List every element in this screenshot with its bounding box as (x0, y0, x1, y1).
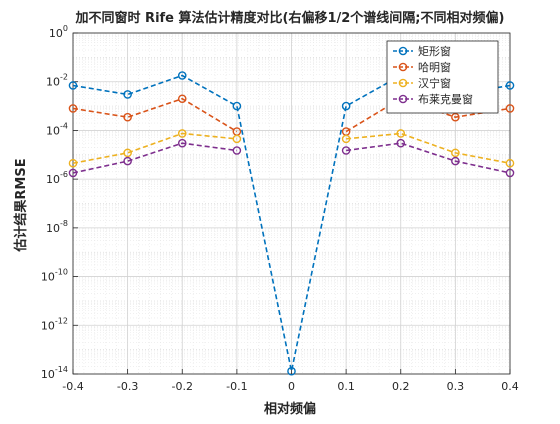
series-line (72, 142, 511, 174)
data-point (123, 112, 132, 122)
data-point (232, 101, 242, 111)
y-tick-label: 100 (49, 24, 68, 40)
x-tick-label: -0.2 (172, 380, 193, 393)
data-point (505, 104, 515, 113)
legend-swatch-marker (398, 62, 408, 72)
data-point (232, 146, 242, 155)
data-point (396, 138, 406, 148)
data-point (123, 90, 132, 99)
x-tick-label: -0.3 (117, 380, 138, 393)
x-tick-label: 0.3 (447, 380, 465, 393)
y-tick-label: 10-14 (41, 365, 68, 381)
y-tick-label: 10-2 (46, 73, 68, 89)
data-point (68, 104, 78, 113)
y-axis-label: 估计结果RMSE (13, 158, 29, 252)
legend-swatch-marker (398, 78, 408, 88)
y-tick-label: 10-10 (41, 268, 68, 284)
legend-swatch-marker (398, 46, 408, 56)
data-point (396, 129, 406, 138)
y-tick-label: 10-12 (41, 316, 68, 332)
x-tick-label: 0.4 (501, 380, 519, 393)
data-point (341, 146, 351, 155)
data-point (177, 129, 187, 138)
data-point (177, 94, 187, 104)
y-tick-label: 10-8 (46, 219, 68, 235)
data-point (451, 112, 460, 122)
data-point (505, 81, 515, 90)
data-point (341, 134, 351, 144)
data-point (177, 138, 187, 148)
data-point (451, 148, 460, 158)
data-point (505, 158, 515, 168)
data-point (123, 156, 132, 166)
y-tick-label: 10-4 (46, 121, 68, 137)
legend-label: 布莱克曼窗 (418, 92, 473, 106)
legend-swatch-marker (398, 94, 408, 104)
x-tick-label: 0.1 (337, 380, 355, 393)
data-point (505, 168, 515, 178)
x-tick-label: 0.2 (392, 380, 410, 393)
x-axis-label: 相对频偏 (264, 401, 316, 417)
data-point (451, 156, 460, 166)
x-tick-label: -0.1 (226, 380, 247, 393)
y-tick-label: 10-6 (46, 170, 68, 186)
axis-ticks: -0.4 -0.3 -0.2 -0.1 0 0.1 0.2 0.3 0.4 100 10-2 10-4… (41, 24, 519, 393)
legend-label: 矩形窗 (418, 44, 451, 58)
series-layer (68, 71, 515, 376)
chart-title: 加不同窗时 Rife 算法估计精度对比(右偏移1/2个谱线间隔;不同相对频偏) (75, 10, 505, 26)
legend-label: 哈明窗 (418, 60, 451, 74)
data-point (123, 148, 132, 158)
grid (72, 32, 511, 375)
data-point (341, 101, 351, 111)
series-line (72, 132, 511, 165)
x-tick-label: 0 (288, 380, 295, 393)
data-point (68, 158, 78, 168)
data-point (68, 168, 78, 178)
data-point (177, 71, 187, 80)
x-tick-label: -0.4 (62, 380, 83, 393)
series-3 (68, 129, 515, 168)
data-point (68, 81, 78, 90)
data-point (232, 134, 242, 144)
legend-label: 汉宁窗 (418, 76, 451, 90)
data-point (287, 366, 296, 376)
series-4 (68, 138, 515, 178)
